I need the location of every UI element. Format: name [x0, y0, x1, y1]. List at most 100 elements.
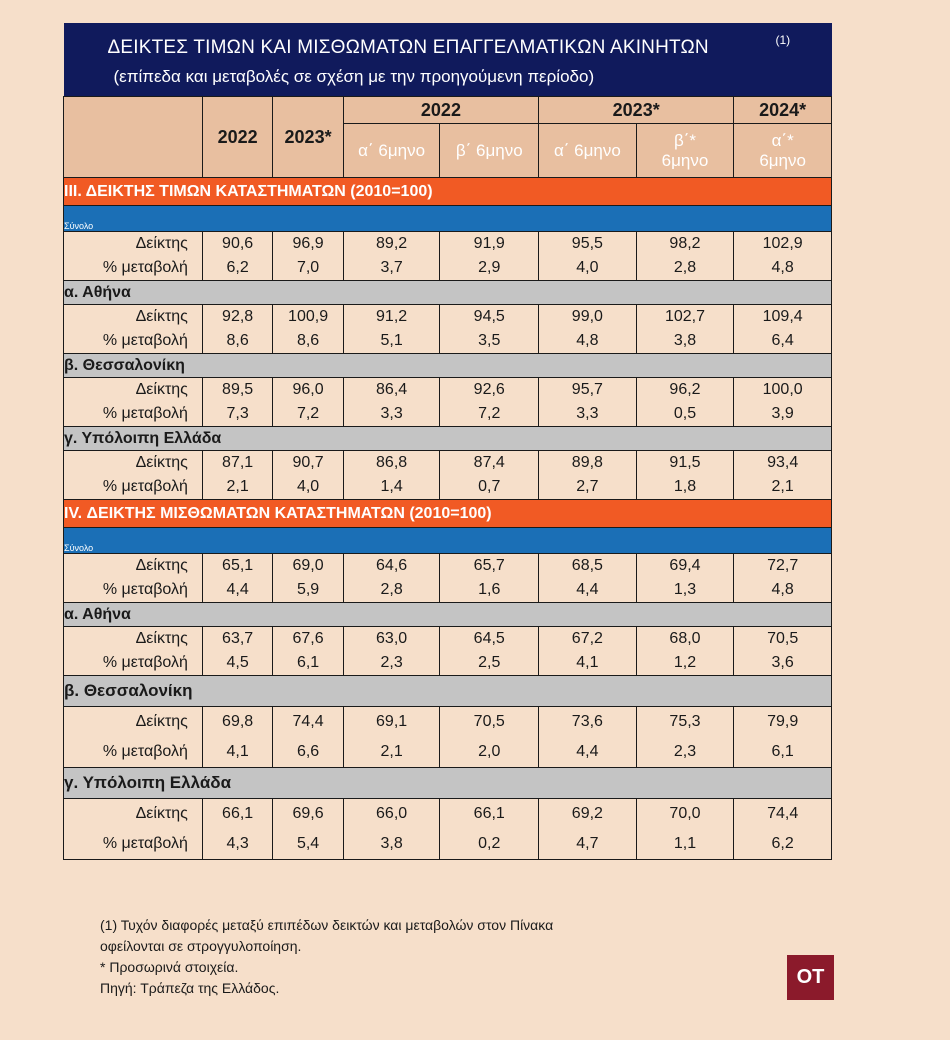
- index-value: 68,0: [669, 630, 701, 647]
- section-title: IV. ΔΕΙΚΤΗΣ ΜΙΣΘΩΜΑΤΩΝ ΚΑΤΑΣΤΗΜΑΤΩΝ (201…: [63, 499, 832, 528]
- value-cell: 68,5 4,4: [538, 553, 637, 603]
- value-cell: 74,4 6,6: [272, 706, 344, 768]
- change-value: 6,1: [771, 743, 794, 760]
- change-value: 6,1: [296, 654, 320, 671]
- value-cell: 91,5 1,8: [635, 450, 735, 500]
- value-cell: 89,5 7,3: [201, 377, 274, 427]
- index-value: 68,5: [571, 557, 603, 574]
- value-cell: 70,5 3,6: [733, 626, 832, 676]
- change-value: 7,0: [296, 259, 320, 276]
- index-value: 96,0: [292, 381, 324, 398]
- value-cell: 74,4 6,2: [733, 798, 832, 860]
- index-value: 89,5: [222, 381, 254, 398]
- row-label-change: % μεταβολή: [102, 581, 188, 598]
- row-label-change: % μεταβολή: [102, 259, 188, 276]
- change-value: 1,8: [673, 478, 697, 495]
- value-cell: 96,0 7,2: [272, 377, 344, 427]
- index-value: 63,0: [376, 630, 408, 647]
- table-row: Δείκτης% μεταβολή 92,8 8,6 100,9 8,6 91,2 5,1 9…: [63, 304, 832, 354]
- change-value: 4,0: [296, 478, 320, 495]
- region-label: α. Αθήνα: [63, 602, 832, 627]
- change-value: 2,5: [478, 654, 501, 671]
- value-cell: 92,8 8,6: [201, 304, 274, 354]
- header-group-2024: 2024*: [733, 96, 832, 124]
- index-value: 72,7: [767, 557, 799, 574]
- index-value: 98,2: [669, 235, 701, 252]
- value-cell: 99,0 4,8: [538, 304, 637, 354]
- section-title: ΙΙΙ. ΔΕΙΚΤΗΣ ΤΙΜΩΝ ΚΑΤΑΣΤΗΜΑΤΩΝ (2010=10…: [63, 177, 832, 206]
- index-value: 67,2: [571, 630, 603, 647]
- change-value: 3,5: [478, 332, 501, 349]
- ot-logo-badge: ΟΤ: [787, 955, 834, 1000]
- footnote-line: οφείλονται σε στρογγυλοποίηση.: [100, 938, 302, 954]
- change-value: 6,2: [771, 835, 794, 852]
- region-label: β. Θεσσαλονίκη: [63, 353, 832, 378]
- value-cell: 95,7 3,3: [538, 377, 637, 427]
- change-value: 3,7: [380, 259, 403, 276]
- value-cell: 87,1 2,1: [201, 450, 274, 500]
- change-value: 2,3: [380, 654, 403, 671]
- row-label-index: Δείκτης: [135, 630, 188, 647]
- index-value: 67,6: [292, 630, 324, 647]
- row-label-index: Δείκτης: [135, 805, 188, 822]
- index-value: 79,9: [767, 713, 799, 730]
- change-value: 2,9: [478, 259, 501, 276]
- index-value: 86,8: [376, 454, 408, 471]
- row-labels: Δείκτης % μεταβολή: [63, 450, 203, 500]
- index-value: 91,2: [376, 308, 408, 325]
- value-cell: 69,4 1,3: [635, 553, 735, 603]
- row-label-index: Δείκτης: [135, 557, 188, 574]
- change-value: 5,1: [380, 332, 403, 349]
- change-value: 2,0: [478, 743, 501, 760]
- change-value: 8,6: [296, 332, 320, 349]
- change-value: 7,2: [478, 405, 501, 422]
- index-value: 92,6: [473, 381, 505, 398]
- index-value: 86,4: [376, 381, 408, 398]
- property-index-table: ΔΕΙΚΤΕΣ ΤΙΜΩΝ ΚΑΙ ΜΙΣΘΩΜΑΤΩΝ ΕΠΑΓΓΕΛΜΑΤΙ…: [63, 23, 832, 860]
- table-row: Δείκτης % μεταβολή 87,1 2,1 90,7 4,0 86,8 1,4 87…: [63, 450, 832, 500]
- value-cell: 64,6 2,8: [342, 553, 441, 603]
- region-label: γ. Υπόλοιπη Ελλάδα: [63, 426, 832, 451]
- index-value: 91,5: [669, 454, 701, 471]
- row-label-change: % μεταβολή: [102, 332, 188, 349]
- value-cell: 66,1 4,3: [201, 798, 274, 860]
- index-value: 75,3: [669, 713, 701, 730]
- value-cell: 91,2 5,1: [342, 304, 441, 354]
- index-value: 90,7: [292, 454, 324, 471]
- header-col-2022: 2022: [201, 96, 274, 178]
- change-value: 3,3: [380, 405, 403, 422]
- change-value: 1,2: [673, 654, 697, 671]
- change-value: 4,1: [226, 743, 249, 760]
- index-value: 70,0: [669, 805, 701, 822]
- index-value: 87,4: [473, 454, 505, 471]
- change-value: 5,4: [296, 835, 320, 852]
- row-label-change: % μεταβολή: [102, 743, 188, 760]
- value-cell: 66,1 0,2: [439, 798, 540, 860]
- change-value: 3,8: [380, 835, 403, 852]
- value-cell: 87,4 0,7: [439, 450, 540, 500]
- value-cell: 89,8 2,7: [538, 450, 637, 500]
- value-cell: 93,4 2,1: [733, 450, 832, 500]
- value-cell: 69,0 5,9: [272, 553, 344, 603]
- index-value: 87,1: [222, 454, 254, 471]
- index-value: 69,1: [376, 713, 408, 730]
- value-cell: 63,0 2,3: [342, 626, 441, 676]
- value-cell: 86,8 1,4: [342, 450, 441, 500]
- row-label-index: Δείκτης: [135, 235, 188, 252]
- value-cell: 67,6 6,1: [272, 626, 344, 676]
- change-value: 4,4: [576, 743, 599, 760]
- change-value: 6,6: [296, 743, 320, 760]
- change-value: 1,6: [478, 581, 501, 598]
- index-value: 94,5: [473, 308, 505, 325]
- index-value: 66,1: [473, 805, 505, 822]
- row-label-change: % μεταβολή: [102, 835, 188, 852]
- header-h2-2023: β΄* 6μηνο: [635, 123, 735, 178]
- change-value: 4,8: [771, 581, 794, 598]
- index-value: 102,9: [762, 235, 803, 252]
- index-value: 96,9: [292, 235, 324, 252]
- total-label: Σύνολο: [63, 527, 832, 554]
- change-value: 3,3: [576, 405, 599, 422]
- index-value: 74,4: [767, 805, 799, 822]
- index-value: 90,6: [222, 235, 254, 252]
- row-label-change: % μεταβολή: [102, 405, 188, 422]
